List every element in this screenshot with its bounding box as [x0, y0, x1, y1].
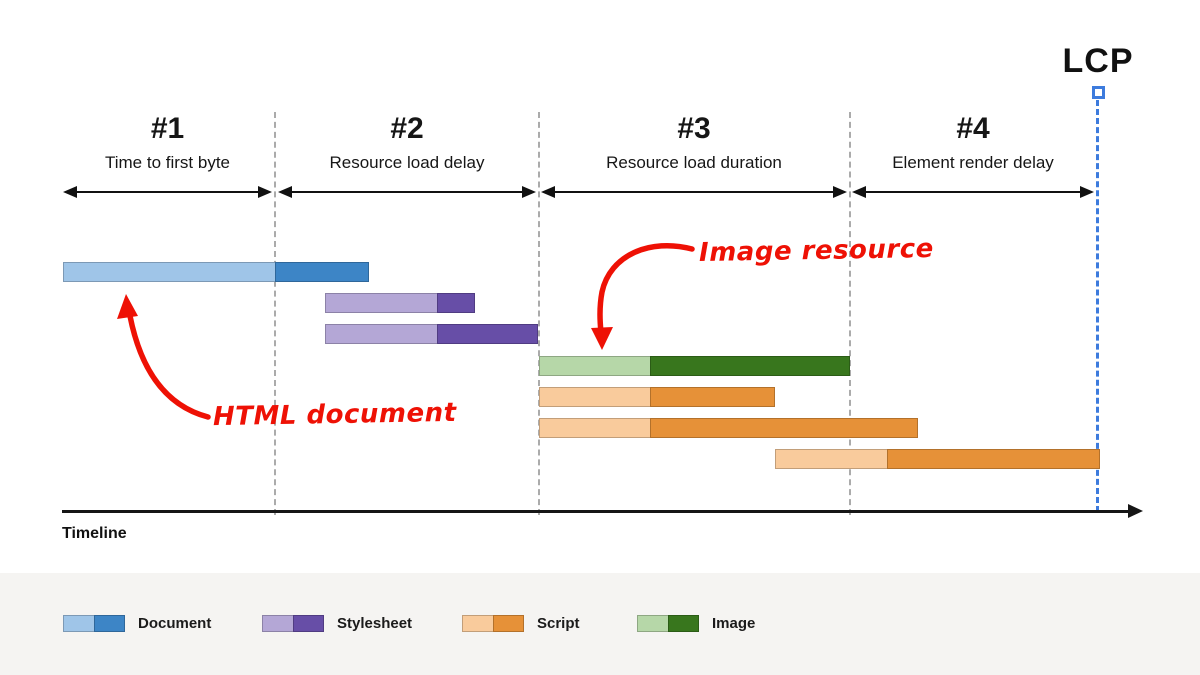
- phase-divider-line: [849, 112, 851, 515]
- html-document-arrow: [127, 313, 211, 420]
- script-light-segment: [539, 387, 650, 407]
- bar-stylesheet: [325, 293, 475, 313]
- bar-script: [539, 418, 918, 438]
- stylesheet-light-segment: [325, 293, 437, 313]
- script-dark-segment: [650, 418, 918, 438]
- legend-label: Stylesheet: [337, 615, 413, 632]
- html-document-annotation: HTML document: [212, 397, 457, 433]
- legend-item-stylesheet: Stylesheet: [262, 615, 412, 632]
- phase-3-header: #3 Resource load duration: [541, 112, 847, 198]
- phase-2-header: #2 Resource load delay: [278, 112, 536, 198]
- arrowhead-right-icon: [522, 186, 536, 198]
- lcp-marker-icon: [1092, 86, 1105, 99]
- html-document-arrowhead-icon: [117, 294, 138, 319]
- phase-span-arrow: [852, 186, 1094, 198]
- phase-span-arrow: [541, 186, 847, 198]
- arrowhead-right-icon: [833, 186, 847, 198]
- arrowhead-left-icon: [852, 186, 866, 198]
- lcp-label: LCP: [1062, 42, 1134, 80]
- arrowhead-right-icon: [1080, 186, 1094, 198]
- script-light-segment: [775, 449, 887, 469]
- image-dark-segment: [650, 356, 850, 376]
- phase-span-arrow: [278, 186, 536, 198]
- script-swatch-icon: [462, 615, 524, 632]
- stylesheet-dark-segment: [437, 293, 475, 313]
- arrowhead-left-icon: [541, 186, 555, 198]
- timeline-label: Timeline: [62, 525, 127, 542]
- image-resource-arrow: [597, 243, 695, 336]
- document-swatch-icon: [63, 615, 125, 632]
- phase-4-header: #4 Element render delay: [852, 112, 1094, 198]
- bar-script: [539, 387, 775, 407]
- phase-span-arrow: [63, 186, 272, 198]
- phase-number: #4: [956, 112, 990, 145]
- legend-item-script: Script: [462, 615, 580, 632]
- image-light-segment: [539, 356, 650, 376]
- arrowhead-left-icon: [278, 186, 292, 198]
- script-dark-segment: [887, 449, 1100, 469]
- legend-band: [0, 573, 1200, 675]
- legend-item-image: Image: [637, 615, 755, 632]
- arrowhead-left-icon: [63, 186, 77, 198]
- script-light-segment: [539, 418, 650, 438]
- timeline-axis: [62, 510, 1130, 513]
- phase-label: Resource load delay: [329, 153, 485, 172]
- bar-stylesheet: [325, 324, 538, 344]
- bar-script: [775, 449, 1100, 469]
- script-dark-segment: [650, 387, 775, 407]
- bar-document: [63, 262, 369, 282]
- image-swatch-icon: [637, 615, 699, 632]
- phase-number: #2: [390, 112, 424, 145]
- legend-item-document: Document: [63, 615, 211, 632]
- document-dark-segment: [275, 262, 369, 282]
- timeline-arrowhead-icon: [1128, 504, 1143, 518]
- arrowhead-right-icon: [258, 186, 272, 198]
- phase-label: Time to first byte: [104, 153, 230, 172]
- phase-label: Element render delay: [892, 153, 1054, 172]
- stylesheet-light-segment: [325, 324, 437, 344]
- stylesheet-swatch-icon: [262, 615, 324, 632]
- phase-number: #3: [677, 112, 711, 145]
- image-resource-arrowhead-icon: [591, 327, 613, 350]
- phase-1-header: #1 Time to first byte: [63, 112, 272, 198]
- document-light-segment: [63, 262, 275, 282]
- stylesheet-dark-segment: [437, 324, 538, 344]
- phase-divider-line: [274, 112, 276, 515]
- legend-label: Document: [138, 615, 212, 632]
- legend-label: Image: [712, 615, 756, 632]
- image-resource-annotation: Image resource: [698, 233, 935, 269]
- bar-image: [539, 356, 850, 376]
- phase-label: Resource load duration: [606, 153, 782, 172]
- legend-label: Script: [537, 615, 580, 632]
- lcp-dashed-line: [1096, 100, 1099, 512]
- phase-number: #1: [150, 112, 185, 145]
- phase-divider-line: [538, 112, 540, 515]
